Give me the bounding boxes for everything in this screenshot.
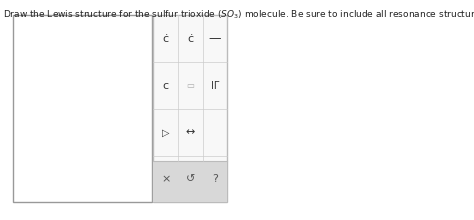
Bar: [154, 15, 228, 202]
Text: ċ: ċ: [187, 34, 193, 44]
Text: ċ: ċ: [163, 34, 169, 44]
Text: ▭: ▭: [186, 81, 194, 90]
Text: ?: ?: [212, 174, 218, 184]
Text: ↔: ↔: [186, 127, 195, 137]
Text: ↺: ↺: [186, 174, 195, 184]
Text: Draw the Lewis structure for the sulfur trioxide $(SO_3)$ molecule. Be sure to i: Draw the Lewis structure for the sulfur …: [3, 8, 474, 21]
Bar: [154, 161, 228, 202]
Text: ▷: ▷: [162, 127, 170, 137]
Text: IΓ: IΓ: [211, 81, 219, 90]
Text: —: —: [209, 32, 221, 45]
Bar: [13, 15, 152, 202]
Text: c: c: [163, 81, 169, 90]
Text: ×: ×: [161, 174, 171, 184]
